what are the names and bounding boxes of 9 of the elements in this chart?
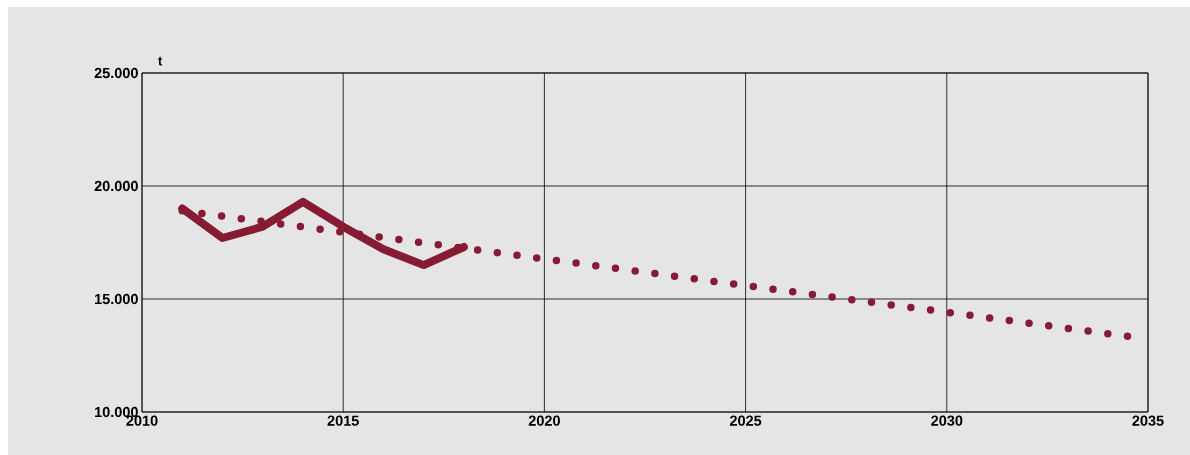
y-tick-label: 25.000 [94,67,138,79]
x-tick-label: 2035 [1132,415,1164,426]
y-tick-label: 20.000 [94,180,138,192]
y-axis-title: t [158,56,163,66]
x-tick-label: 2015 [327,415,359,426]
x-tick-label: 2020 [528,415,560,426]
y-tick-label: 15.000 [95,293,138,305]
x-tick-label: 2025 [729,415,762,426]
x-tick-label: 2030 [931,415,963,426]
